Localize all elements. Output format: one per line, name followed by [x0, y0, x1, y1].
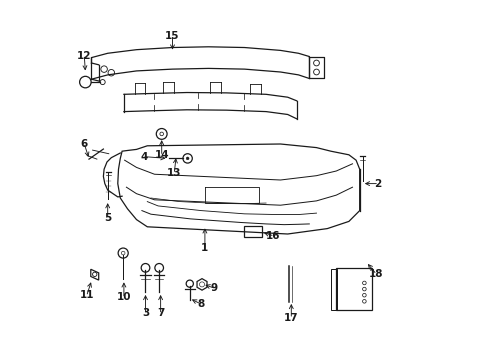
- Text: 13: 13: [167, 168, 181, 178]
- Text: 10: 10: [117, 292, 131, 302]
- Text: 16: 16: [265, 231, 280, 241]
- Bar: [330, 269, 336, 310]
- Circle shape: [186, 157, 189, 160]
- Text: 17: 17: [284, 312, 298, 323]
- Text: 15: 15: [165, 31, 180, 41]
- Text: 12: 12: [77, 51, 91, 61]
- Bar: [336, 268, 371, 310]
- Text: 6: 6: [81, 139, 88, 149]
- Text: 3: 3: [142, 308, 149, 318]
- Text: 2: 2: [373, 179, 381, 189]
- Text: 1: 1: [201, 243, 208, 253]
- Text: 9: 9: [210, 283, 217, 293]
- Bar: [244, 226, 261, 237]
- Text: 14: 14: [154, 150, 169, 160]
- Text: 7: 7: [157, 308, 164, 318]
- Text: 5: 5: [104, 213, 111, 223]
- Text: 18: 18: [368, 269, 383, 279]
- Text: 11: 11: [80, 290, 94, 300]
- Text: 4: 4: [140, 152, 147, 162]
- Text: 8: 8: [197, 299, 204, 309]
